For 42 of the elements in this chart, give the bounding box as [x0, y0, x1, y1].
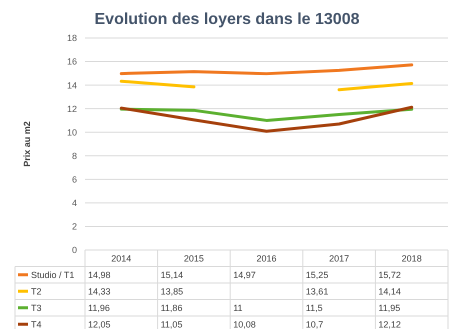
data-label: 10,7: [306, 319, 324, 329]
y-tick-label: 10: [66, 127, 77, 138]
data-label: 13,61: [306, 286, 328, 296]
y-tick-label: 8: [72, 150, 77, 161]
data-label: 15,14: [160, 270, 184, 280]
x-tick-label: 2017: [329, 253, 350, 264]
y-tick-label: 6: [72, 174, 77, 184]
legend-label: T4: [31, 319, 42, 329]
data-label: 14,97: [233, 270, 256, 280]
x-tick-label: 2016: [256, 253, 277, 264]
legend-label: T3: [31, 302, 42, 313]
data-label: 11,86: [160, 302, 182, 313]
y-axis-title: Prix au m2: [22, 121, 32, 167]
data-label: 13,85: [160, 286, 184, 296]
line-series: [120, 63, 414, 76]
legend-label: T2: [31, 286, 42, 296]
data-label: 12,12: [378, 319, 401, 329]
y-tick-label: 12: [66, 104, 77, 114]
y-tick-label: 14: [66, 80, 77, 90]
data-label: 14,14: [378, 286, 401, 296]
data-label: 11,5: [306, 302, 323, 313]
chart-title: Evolution des loyers dans le 13008: [94, 11, 360, 28]
data-label: 15,72: [378, 270, 401, 280]
data-label: 11,96: [88, 302, 110, 313]
data-label: 10,08: [233, 319, 256, 329]
data-label: 14,98: [88, 270, 111, 280]
data-label: 11,05: [160, 319, 182, 329]
y-tick-label: 4: [72, 198, 77, 208]
data-label: 11: [233, 302, 243, 313]
data-label: 12,05: [88, 319, 111, 329]
data-label: 11,95: [378, 302, 400, 313]
x-tick-label: 2014: [111, 253, 132, 264]
y-tick-label: 16: [66, 56, 77, 67]
x-tick-label: 2015: [184, 253, 204, 264]
y-tick-label: 0: [72, 245, 77, 256]
line-series: [120, 106, 414, 133]
legend-label: Studio / T1: [31, 270, 74, 280]
data-label: 14,33: [88, 286, 111, 296]
y-tick-label: 2: [72, 222, 77, 232]
y-tick-label: 18: [66, 33, 77, 44]
x-tick-label: 2018: [402, 253, 422, 264]
data-label: 15,25: [306, 270, 328, 280]
